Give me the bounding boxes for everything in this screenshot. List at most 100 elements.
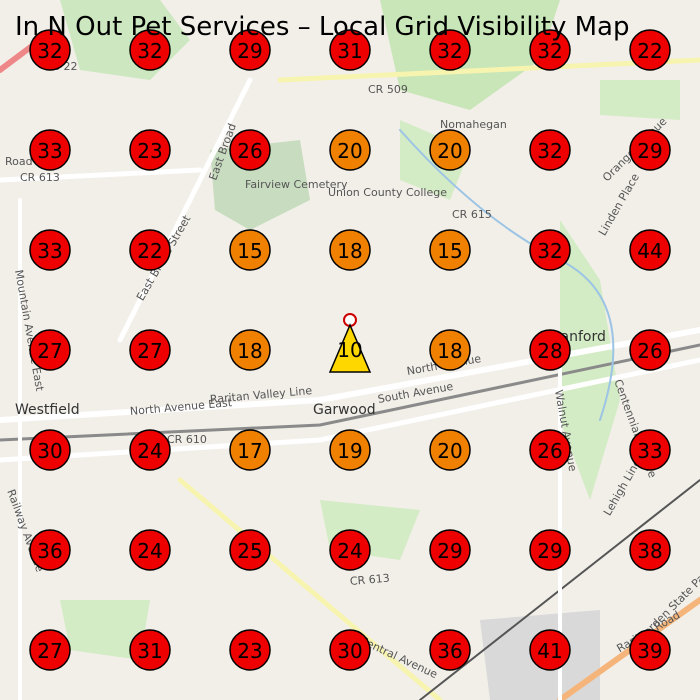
- grid-marker-value: 25: [237, 539, 262, 563]
- grid-marker-value: 27: [37, 339, 62, 363]
- grid-marker: [129, 329, 171, 371]
- grid-marker-value: 32: [537, 39, 562, 63]
- map-label: Westfield: [15, 402, 80, 418]
- grid-marker-value: 15: [437, 239, 462, 263]
- grid-marker: [629, 129, 671, 171]
- grid-marker: [129, 429, 171, 471]
- grid-marker-value: 33: [37, 139, 62, 163]
- grid-marker-value: 36: [37, 539, 62, 563]
- grid-marker-value: 31: [337, 39, 362, 63]
- grid-marker: [229, 229, 271, 271]
- grid-marker-value: 30: [337, 639, 362, 663]
- grid-marker: [529, 429, 571, 471]
- grid-marker: [129, 529, 171, 571]
- map-label: Fairview Cemetery: [245, 178, 348, 191]
- grid-marker: [529, 329, 571, 371]
- grid-marker-value: 20: [337, 139, 362, 163]
- grid-marker-value: 23: [137, 139, 162, 163]
- grid-marker-value: 28: [537, 339, 562, 363]
- grid-marker-value: 26: [637, 339, 662, 363]
- grid-marker-value: 26: [537, 439, 562, 463]
- grid-marker: [229, 429, 271, 471]
- grid-marker: [29, 429, 71, 471]
- grid-marker-value: 23: [237, 639, 262, 663]
- grid-marker-value: 24: [137, 539, 162, 563]
- grid-marker: [629, 629, 671, 671]
- grid-marker-value: 33: [37, 239, 62, 263]
- grid-marker: [328, 323, 372, 373]
- grid-marker-value: 18: [437, 339, 462, 363]
- map-label: CR 509: [368, 83, 408, 96]
- map-label: Nomahegan: [440, 118, 507, 131]
- map-label: CR 610: [167, 433, 207, 446]
- grid-marker: [529, 529, 571, 571]
- grid-marker-value: 29: [237, 39, 262, 63]
- map-label: CR 613: [349, 572, 390, 588]
- grid-marker: [529, 29, 571, 71]
- grid-marker-value: 32: [437, 39, 462, 63]
- grid-marker-value: 31: [137, 639, 162, 663]
- grid-marker: [429, 429, 471, 471]
- map-label: Garwood: [313, 402, 376, 418]
- grid-marker-value: 22: [137, 239, 162, 263]
- grid-marker-value: 29: [437, 539, 462, 563]
- grid-marker: [329, 529, 371, 571]
- grid-marker-value: 30: [37, 439, 62, 463]
- grid-marker: [229, 29, 271, 71]
- grid-marker-value: 24: [337, 539, 362, 563]
- grid-marker-value: 41: [537, 639, 562, 663]
- grid-marker: [429, 29, 471, 71]
- grid-marker: [429, 129, 471, 171]
- grid-marker-value: 39: [637, 639, 662, 663]
- grid-marker: [529, 229, 571, 271]
- grid-marker: [229, 529, 271, 571]
- grid-marker: [429, 629, 471, 671]
- grid-marker: [129, 129, 171, 171]
- map-label: CR 613: [20, 171, 60, 184]
- grid-marker: [329, 629, 371, 671]
- grid-marker: [629, 529, 671, 571]
- grid-marker: [429, 229, 471, 271]
- grid-marker-value: 32: [137, 39, 162, 63]
- grid-marker-value: 17: [237, 439, 262, 463]
- grid-marker: [229, 629, 271, 671]
- grid-marker-value: 32: [37, 39, 62, 63]
- grid-marker-value: 22: [637, 39, 662, 63]
- grid-marker-value: 32: [537, 139, 562, 163]
- grid-marker-value: 10: [337, 338, 362, 362]
- grid-marker-value: 27: [137, 339, 162, 363]
- grid-marker-value: 27: [37, 639, 62, 663]
- grid-marker-value: 20: [437, 439, 462, 463]
- grid-marker: [529, 629, 571, 671]
- grid-marker: [329, 229, 371, 271]
- grid-marker-value: 38: [637, 539, 662, 563]
- grid-marker: [29, 29, 71, 71]
- grid-marker: [29, 229, 71, 271]
- grid-marker: [29, 329, 71, 371]
- grid-marker: [29, 529, 71, 571]
- grid-marker: [629, 329, 671, 371]
- grid-marker-value: 29: [537, 539, 562, 563]
- grid-markers: 32 32 29 31 32 32 22 33 23 26 20 20 32 29 33 22 15 18 15 32…: [29, 29, 671, 671]
- grid-marker-value: 18: [237, 339, 262, 363]
- grid-marker-value: 44: [637, 239, 662, 263]
- grid-marker: [29, 129, 71, 171]
- grid-marker-value: 32: [537, 239, 562, 263]
- grid-marker: [329, 129, 371, 171]
- grid-marker-value: 33: [637, 439, 662, 463]
- grid-marker-value: 24: [137, 439, 162, 463]
- grid-marker: [329, 429, 371, 471]
- grid-marker: [629, 29, 671, 71]
- grid-marker-value: 29: [637, 139, 662, 163]
- grid-marker: [629, 429, 671, 471]
- grid-marker-value: 36: [437, 639, 462, 663]
- map-title: In N Out Pet Services – Local Grid Visib…: [15, 12, 629, 42]
- grid-marker: [229, 129, 271, 171]
- grid-marker: [129, 629, 171, 671]
- grid-marker: [429, 529, 471, 571]
- grid-marker: [29, 629, 71, 671]
- grid-marker-value: 18: [337, 239, 362, 263]
- grid-marker: [429, 329, 471, 371]
- grid-marker: [129, 29, 171, 71]
